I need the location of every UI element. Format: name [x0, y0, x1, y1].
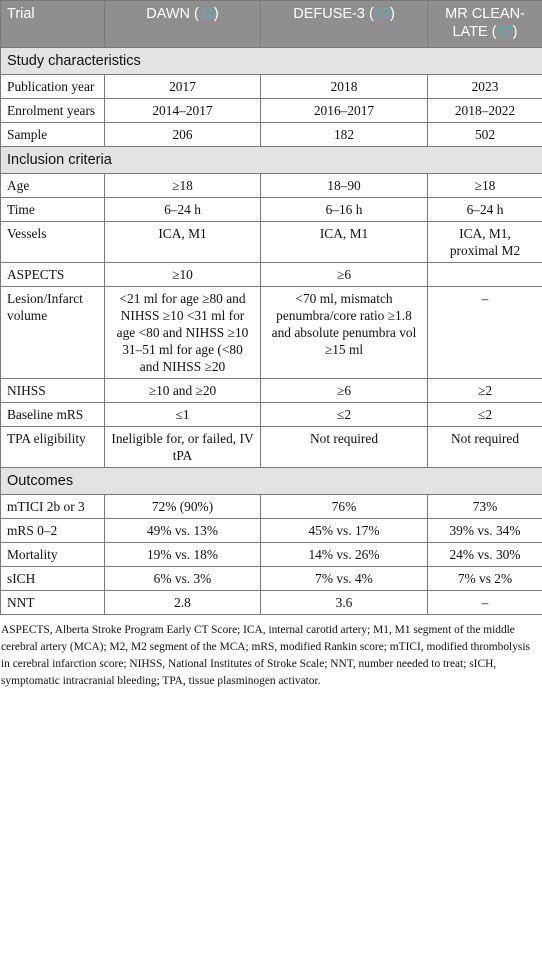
mr-clean-late-column-header: MR CLEAN-LATE (17) — [427, 0, 542, 48]
table-row: Lesion/Infarct volume <21 ml for age ≥80 … — [0, 286, 542, 379]
table-row: ASPECTS ≥10 ≥6 — [0, 262, 542, 287]
row-label: Mortality — [0, 542, 105, 567]
table-row: Enrolment years 2014–2017 2016–2017 2018–20… — [0, 98, 542, 123]
table-cell: ≤1 — [104, 402, 261, 427]
table-cell: 2014–2017 — [104, 98, 261, 123]
table-cell: – — [427, 286, 542, 379]
table-row: TPA eligibility Ineligible for, or failed… — [0, 426, 542, 468]
table-cell: ≥6 — [260, 262, 428, 287]
table-cell: 6–24 h — [427, 197, 542, 222]
table-row: sICH 6% vs. 3% 7% vs. 4% 7% vs 2% — [0, 566, 542, 591]
table-row: mTICI 2b or 3 72% (90%) 76% 73% — [0, 494, 542, 519]
table-cell: 2.8 — [104, 590, 261, 615]
table-cell: 39% vs. 34% — [427, 518, 542, 543]
table-cell: 2018–2022 — [427, 98, 542, 123]
row-label: Publication year — [0, 74, 105, 99]
section-title: Outcomes — [0, 467, 542, 495]
table-cell: 49% vs. 13% — [104, 518, 261, 543]
row-label: mTICI 2b or 3 — [0, 494, 105, 519]
row-label: Lesion/Infarct volume — [0, 286, 105, 379]
row-label: NIHSS — [0, 378, 105, 403]
reference-link[interactable]: 17 — [496, 24, 513, 40]
table-row: Time 6–24 h 6–16 h 6–24 h — [0, 197, 542, 222]
table-cell: 3.6 — [260, 590, 428, 615]
dawn-column-header: DAWN (11) — [104, 0, 261, 48]
table-cell: 206 — [104, 122, 261, 147]
table-cell: 18–90 — [260, 173, 428, 198]
row-label: Enrolment years — [0, 98, 105, 123]
table-cell: ≥10 and ≥20 — [104, 378, 261, 403]
table-cell: 182 — [260, 122, 428, 147]
table-cell: 19% vs. 18% — [104, 542, 261, 567]
table-cell: ≥6 — [260, 378, 428, 403]
reference-link[interactable]: 12 — [373, 6, 390, 22]
table-row: Vessels ICA, M1 ICA, M1 ICA, M1, proximal M… — [0, 221, 542, 263]
table-cell: ICA, M1 — [260, 221, 428, 263]
section-title: Inclusion criteria — [0, 146, 542, 174]
table-row: mRS 0–2 49% vs. 13% 45% vs. 17% 39% vs. 34% — [0, 518, 542, 543]
table-cell: ≥10 — [104, 262, 261, 287]
table-cell: 7% vs. 4% — [260, 566, 428, 591]
table-cell: <21 ml for age ≥80 and NIHSS ≥10 <31 ml … — [104, 286, 261, 379]
row-label: mRS 0–2 — [0, 518, 105, 543]
trials-comparison-table: Trial DAWN (11) DEFUSE-3 (12) MR CLEAN-L… — [0, 0, 542, 615]
row-label: Baseline mRS — [0, 402, 105, 427]
table-cell: – — [427, 590, 542, 615]
row-label: Time — [0, 197, 105, 222]
section-header-study: Study characteristics — [0, 47, 542, 75]
trial-name: DEFUSE-3 — [293, 6, 365, 22]
header-row: Trial DAWN (11) DEFUSE-3 (12) MR CLEAN-L… — [0, 0, 542, 48]
table-row: Mortality 19% vs. 18% 14% vs. 26% 24% vs. 3… — [0, 542, 542, 567]
row-label: TPA eligibility — [0, 426, 105, 468]
table-cell: 7% vs 2% — [427, 566, 542, 591]
table-cell: 6–16 h — [260, 197, 428, 222]
table-cell: ≤2 — [260, 402, 428, 427]
table-cell: 2017 — [104, 74, 261, 99]
trial-name: MR CLEAN-LATE — [445, 6, 525, 40]
section-header-inclusion: Inclusion criteria — [0, 146, 542, 174]
row-label: sICH — [0, 566, 105, 591]
section-header-outcomes: Outcomes — [0, 467, 542, 495]
trial-column-header: Trial — [0, 0, 105, 48]
table-cell: 14% vs. 26% — [260, 542, 428, 567]
table-cell: 502 — [427, 122, 542, 147]
table-cell: 2023 — [427, 74, 542, 99]
table-row: Sample 206 182 502 — [0, 122, 542, 147]
trial-name: DAWN — [146, 6, 190, 22]
table-row: NNT 2.8 3.6– — [0, 590, 542, 615]
table-cell — [427, 262, 542, 287]
table-cell: ≤2 — [427, 402, 542, 427]
table-cell: ICA, M1 — [104, 221, 261, 263]
reference-link[interactable]: 11 — [198, 6, 214, 22]
table-cell: 6% vs. 3% — [104, 566, 261, 591]
table-cell: 72% (90%) — [104, 494, 261, 519]
table-cell: Not required — [260, 426, 428, 468]
table-row: Age ≥18 18–90 ≥18 — [0, 173, 542, 198]
row-label: ASPECTS — [0, 262, 105, 287]
table-cell: 6–24 h — [104, 197, 261, 222]
table-footnote: ASPECTS, Alberta Stroke Program Early CT… — [1, 624, 530, 687]
row-label: Age — [0, 173, 105, 198]
table-cell: ≥2 — [427, 378, 542, 403]
table-cell: <70 ml, mismatch penumbra/core ratio ≥1.… — [260, 286, 428, 379]
table-cell: Not required — [427, 426, 542, 468]
table-cell: ICA, M1, proximal M2 — [427, 221, 542, 263]
table-cell: 2018 — [260, 74, 428, 99]
table-cell: Ineligible for, or failed, IV tPA — [104, 426, 261, 468]
table-cell: 2016–2017 — [260, 98, 428, 123]
section-title: Study characteristics — [0, 47, 542, 75]
table-cell: 73% — [427, 494, 542, 519]
row-label: Sample — [0, 122, 105, 147]
table-cell: 76% — [260, 494, 428, 519]
defuse3-column-header: DEFUSE-3 (12) — [260, 0, 428, 48]
row-label: NNT — [0, 590, 105, 615]
table-cell: 24% vs. 30% — [427, 542, 542, 567]
table-row: Publication year 2017 2018 2023 — [0, 74, 542, 99]
table-row: NIHSS ≥10 and ≥20 ≥6 ≥2 — [0, 378, 542, 403]
table-cell: ≥18 — [427, 173, 542, 198]
table-cell: ≥18 — [104, 173, 261, 198]
table-cell: 45% vs. 17% — [260, 518, 428, 543]
row-label: Vessels — [0, 221, 105, 263]
table-row: Baseline mRS ≤1 ≤2 ≤2 — [0, 402, 542, 427]
